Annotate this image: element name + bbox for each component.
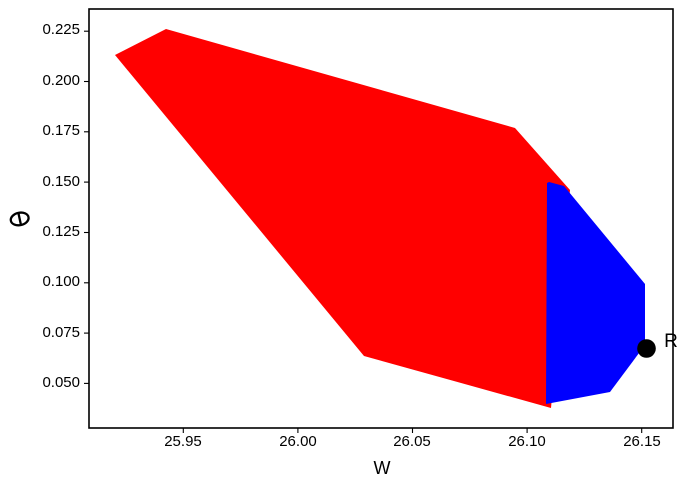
svg-text:R: R (664, 331, 678, 352)
